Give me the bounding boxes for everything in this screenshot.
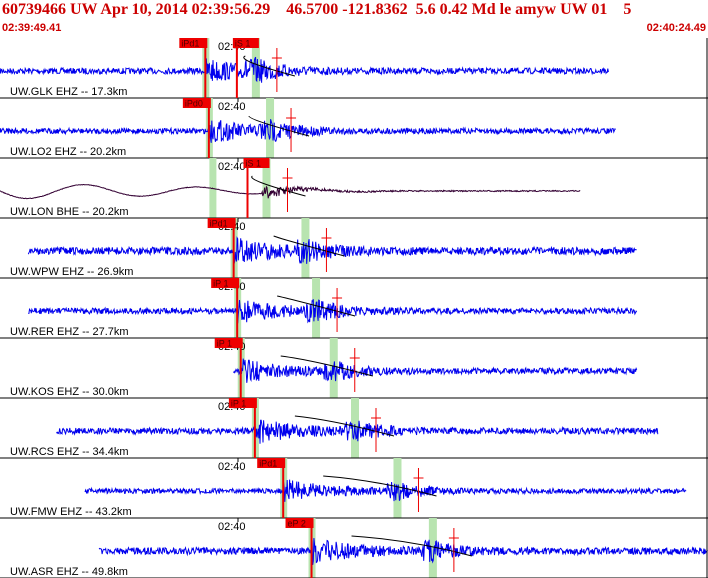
p-pick-label: iP 1 xyxy=(231,399,246,409)
travel-time-curve xyxy=(273,235,345,257)
travel-time-curve xyxy=(243,55,296,77)
s-window xyxy=(428,518,437,578)
end-time-label: 02:40:24.49 xyxy=(646,22,706,34)
station-label: UW.WPW EHZ -- 26.9km xyxy=(10,266,133,278)
waveform-trace xyxy=(98,538,708,565)
event-title: 60739466 UW Apr 10, 2014 02:39:56.29 46.… xyxy=(2,1,632,18)
station-label: UW.GLK EHZ -- 17.3km xyxy=(10,86,127,98)
p-pick-label: iPd1 xyxy=(259,459,277,469)
travel-time-curve xyxy=(251,175,306,197)
waveform-trace xyxy=(84,479,687,502)
p-pick-label: eP 2 xyxy=(288,519,306,529)
p-pick-flag xyxy=(257,458,286,468)
p-pick-label: iPd0 xyxy=(185,99,203,109)
waveform-trace xyxy=(27,236,637,264)
start-time-label: 02:39:49.41 xyxy=(2,22,62,34)
event-header: 60739466 UW Apr 10, 2014 02:39:56.29 46.… xyxy=(0,0,708,38)
station-label: UW.ASR EHZ -- 49.8km xyxy=(10,566,128,578)
waveform-trace xyxy=(0,184,581,200)
p-pick-label: iP 1 xyxy=(213,279,228,289)
p-pick-flag xyxy=(207,218,236,228)
station-label: UW.LON BHE -- 20.2km xyxy=(10,206,129,218)
s-pick-label: iS 1 xyxy=(246,159,262,169)
station-label: UW.FMW EHZ -- 43.2km xyxy=(10,506,132,518)
waveform-trace xyxy=(233,358,638,383)
waveform-trace xyxy=(28,299,638,324)
p-pick-flag xyxy=(211,278,240,288)
travel-time-curve xyxy=(280,355,373,377)
p-pick-label: iPd1 xyxy=(181,39,199,49)
travel-time-curve xyxy=(294,415,395,437)
p-pick-flag xyxy=(179,38,208,48)
station-label: UW.RCS EHZ -- 34.4km xyxy=(10,446,129,458)
time-tick-label: 02:40 xyxy=(218,161,246,173)
station-label: UW.LO2 EHZ -- 20.2km xyxy=(10,146,126,158)
travel-time-curve xyxy=(248,115,310,137)
waveform-trace xyxy=(0,56,609,83)
seismogram-panel[interactable]: 02:40 iPd1 iS 1 UW.GLK EHZ -- 17.3km 02:40 iP… xyxy=(0,38,708,578)
p-pick-flag xyxy=(214,338,243,348)
s-pick-flag xyxy=(243,158,270,168)
p-pick-flag xyxy=(228,398,257,408)
travel-time-curve xyxy=(277,295,356,317)
s-pick-flag xyxy=(232,38,259,48)
travel-time-curve xyxy=(351,535,473,557)
time-tick-label: 02:40 xyxy=(218,521,246,533)
p-pick-flag xyxy=(285,518,314,528)
travel-time-curve xyxy=(323,475,437,497)
time-tick-label: 02:40 xyxy=(218,461,246,473)
station-label: UW.KOS EHZ -- 30.0km xyxy=(10,386,129,398)
p-pick-flag xyxy=(182,98,211,108)
station-label: UW.RER EHZ -- 27.7km xyxy=(10,326,129,338)
p-pick-label: iP 1 xyxy=(217,339,232,349)
waveform-trace xyxy=(0,119,616,143)
time-tick-label: 02:40 xyxy=(218,101,246,113)
p-pick-label: iPd1 xyxy=(210,219,228,229)
s-pick-label: iS 1 xyxy=(235,39,251,49)
